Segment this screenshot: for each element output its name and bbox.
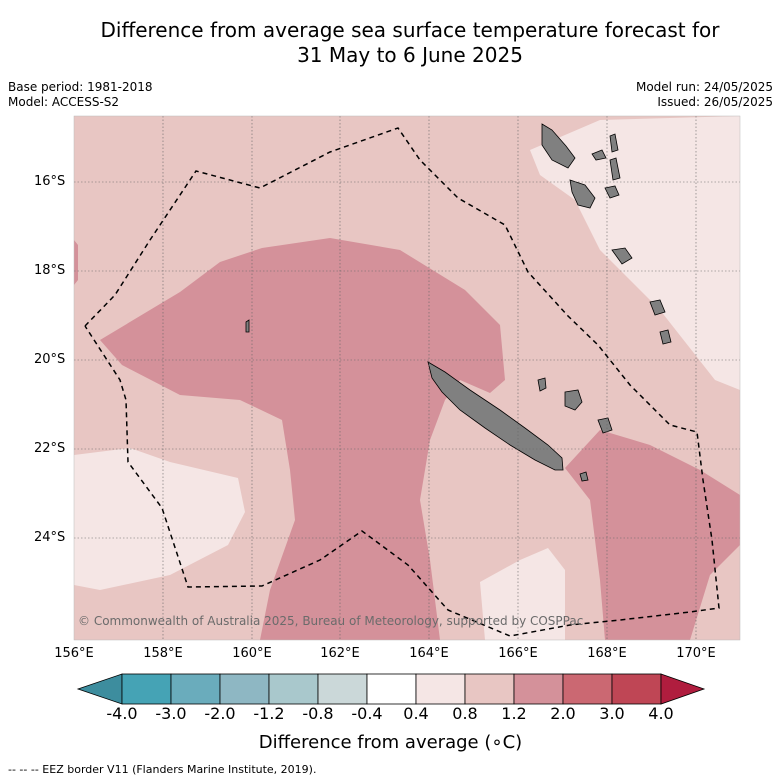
- gridlines: [74, 116, 740, 640]
- lon-label: 168°E: [587, 646, 627, 661]
- colorbar-segment: [366, 673, 417, 705]
- vanuatu-aneityum: [659, 329, 672, 345]
- vanuatu-efate: [604, 185, 620, 199]
- new-caledonia-landmass: [427, 361, 564, 471]
- vanuatu-espiritu-santo: [541, 123, 576, 169]
- anomaly-medium-west: [100, 238, 505, 640]
- anomaly-light-sw: [74, 448, 245, 590]
- map-title: Difference from average sea surface temp…: [40, 18, 780, 68]
- lon-label: 160°E: [232, 646, 272, 661]
- meta-left: Base period: 1981-2018 Model: ACCESS-S2: [8, 80, 153, 110]
- colorbar-segment: [121, 673, 172, 705]
- model-name: Model: ACCESS-S2: [8, 95, 120, 109]
- colorbar-segment: [562, 673, 613, 705]
- colorbar-tick: 2.0: [550, 704, 576, 723]
- colorbar-tick: -4.0: [106, 704, 138, 723]
- lon-label: 158°E: [143, 646, 183, 661]
- colorbar-tick: 0.8: [452, 704, 478, 723]
- title-line-1: Difference from average sea surface temp…: [100, 18, 720, 42]
- colorbar-segment: [415, 673, 466, 705]
- meta-right: Model run: 24/05/2025 Issued: 26/05/2025: [636, 80, 773, 110]
- eez-footnote: -- -- -- EEZ border V11 (Flanders Marine…: [8, 763, 317, 776]
- base-period: Base period: 1981-2018: [8, 80, 153, 94]
- vanuatu-ambae: [591, 149, 607, 161]
- vanuatu-tanna: [649, 299, 666, 316]
- lat-label: 24°S: [34, 530, 66, 545]
- vanuatu-erromango: [611, 247, 633, 265]
- colorbar-tick: -0.8: [302, 704, 334, 723]
- anomaly-light-s: [480, 548, 565, 640]
- map-frame: [73, 115, 741, 641]
- colorbar-segment: [611, 673, 662, 705]
- colorbar-label: Difference from average (∘C): [258, 732, 523, 753]
- colorbar-tick: -0.4: [351, 704, 383, 723]
- vanuatu-pentecost: [609, 157, 621, 181]
- eez-border: [84, 127, 720, 637]
- colorbar-segment: [219, 673, 270, 705]
- lon-label: 156°E: [54, 646, 94, 661]
- loyalty-island-3: [537, 377, 547, 392]
- copyright-notice: © Commonwealth of Australia 2025, Bureau…: [78, 614, 584, 628]
- loyalty-island-1: [564, 389, 583, 411]
- title-line-2: 31 May to 6 June 2025: [297, 43, 523, 67]
- lon-label: 164°E: [409, 646, 449, 661]
- vanuatu-maewo: [609, 133, 619, 153]
- colorbar-segment: [464, 673, 515, 705]
- lat-label: 20°S: [34, 352, 66, 367]
- colorbar-tick: -1.2: [253, 704, 285, 723]
- lon-label: 166°E: [498, 646, 538, 661]
- colorbar-extend-high: [660, 673, 706, 705]
- islet-west: [245, 319, 250, 333]
- colorbar-tick: -3.0: [155, 704, 187, 723]
- anomaly-medium-southeast: [565, 430, 740, 640]
- colorbar-tick: 1.2: [501, 704, 527, 723]
- colorbar-tick: -2.0: [204, 704, 236, 723]
- vanuatu-malakula: [569, 179, 596, 209]
- colorbar-segment: [170, 673, 221, 705]
- colorbar-segment: [268, 673, 319, 705]
- model-run: Model run: 24/05/2025: [635, 80, 773, 94]
- colorbar-segment: [513, 673, 564, 705]
- issued-date: Issued: 26/05/2025: [657, 95, 773, 109]
- lat-label: 22°S: [34, 441, 66, 456]
- lat-label: 18°S: [34, 263, 66, 278]
- lon-label: 162°E: [320, 646, 360, 661]
- colorbar-tick: 0.4: [403, 704, 429, 723]
- isle-of-pines: [579, 471, 589, 482]
- anomaly-medium-westedge: [74, 240, 78, 285]
- lat-label: 16°S: [34, 174, 66, 189]
- colorbar-tick: 3.0: [599, 704, 625, 723]
- loyalty-island-2: [597, 417, 613, 434]
- colorbar: [76, 673, 706, 705]
- colorbar-segment: [317, 673, 368, 705]
- colorbar-extend-low: [76, 673, 123, 705]
- lon-label: 170°E: [676, 646, 716, 661]
- colorbar-tick: 4.0: [648, 704, 674, 723]
